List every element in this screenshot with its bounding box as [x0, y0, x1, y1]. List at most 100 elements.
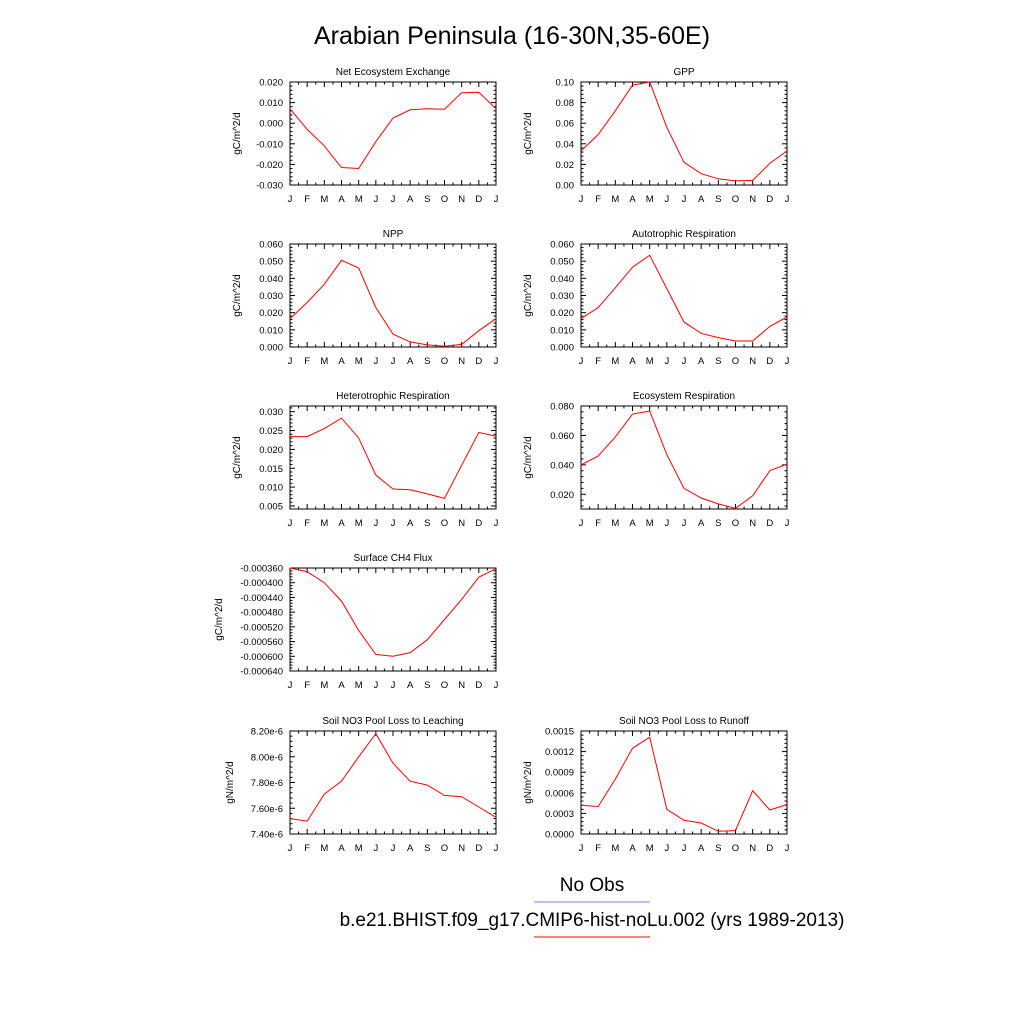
y-tick-label: 0.050 [550, 257, 574, 268]
y-tick-label: 0.030 [259, 291, 283, 302]
series-line [289, 259, 497, 347]
x-tick-label: A [338, 680, 345, 691]
x-tick-label: O [441, 680, 448, 691]
x-tick-label: D [475, 194, 482, 205]
x-tick-label: A [629, 356, 636, 367]
x-tick-label: A [698, 194, 705, 205]
x-tick-label: S [715, 518, 721, 529]
x-tick-label: S [424, 194, 430, 205]
x-tick-label: F [595, 194, 601, 205]
x-tick-label: J [664, 194, 669, 205]
series-line [290, 417, 497, 499]
x-tick-label: M [646, 518, 654, 529]
x-tick-label: M [611, 518, 619, 529]
x-tick-label: O [441, 518, 448, 529]
panel-title: Soil NO3 Pool Loss to Leaching [322, 716, 463, 727]
x-tick-label: A [407, 518, 414, 529]
x-tick-label: F [304, 356, 310, 367]
x-tick-label: A [407, 356, 414, 367]
series-line [580, 410, 788, 509]
y-tick-label: 0.020 [550, 490, 574, 501]
x-tick-label: A [629, 843, 636, 854]
y-tick-label: 0.020 [259, 78, 283, 89]
y-tick-label: 8.00e-6 [251, 752, 283, 763]
panel-title: Autotrophic Respiration [632, 229, 736, 240]
x-tick-label: J [373, 843, 378, 854]
x-tick-label: J [391, 356, 396, 367]
x-tick-label: N [458, 518, 465, 529]
x-tick-label: F [304, 680, 310, 691]
series-line [580, 254, 788, 342]
y-axis-label: gC/m^2/d [232, 274, 243, 317]
plot-frame [289, 81, 497, 186]
x-tick-label: F [304, 194, 310, 205]
x-tick-label: J [391, 518, 396, 529]
y-axis-label: gN/m^2/d [225, 761, 236, 804]
x-tick-label: D [475, 356, 482, 367]
x-tick-label: J [391, 194, 396, 205]
x-tick-label: N [458, 843, 465, 854]
x-tick-label: F [304, 843, 310, 854]
series-line [580, 81, 788, 182]
series-line [289, 91, 497, 170]
plot-frame [289, 730, 497, 835]
y-tick-label: 7.40e-6 [251, 830, 283, 841]
x-tick-label: M [646, 356, 654, 367]
x-tick-label: J [288, 194, 293, 205]
y-tick-label: 0.010 [259, 483, 283, 494]
x-tick-label: J [494, 680, 499, 691]
y-tick-label: 0.010 [259, 98, 283, 109]
x-tick-label: J [373, 680, 378, 691]
x-tick-label: O [441, 194, 448, 205]
x-tick-label: S [424, 518, 430, 529]
y-tick-label: -0.010 [256, 139, 283, 150]
x-tick-label: M [611, 356, 619, 367]
x-tick-label: J [494, 194, 499, 205]
x-tick-label: D [766, 843, 773, 854]
y-tick-label: -0.000400 [240, 578, 283, 589]
x-tick-label: J [682, 518, 687, 529]
x-tick-label: J [288, 843, 293, 854]
x-tick-label: O [441, 843, 448, 854]
y-tick-label: 8.20e-6 [251, 727, 283, 738]
x-tick-label: M [355, 194, 363, 205]
x-tick-label: S [715, 194, 721, 205]
x-tick-label: D [475, 518, 482, 529]
x-tick-label: A [338, 356, 345, 367]
x-tick-label: J [373, 194, 378, 205]
y-tick-label: 0.030 [550, 291, 574, 302]
x-tick-label: S [424, 356, 430, 367]
x-tick-label: M [320, 680, 328, 691]
y-tick-label: 0.010 [550, 325, 574, 336]
x-tick-label: N [749, 518, 756, 529]
y-tick-label: 0.10 [556, 78, 575, 89]
x-tick-label: M [320, 194, 328, 205]
y-tick-label: 0.040 [550, 460, 574, 471]
x-tick-label: J [391, 843, 396, 854]
y-axis-label: gC/m^2/d [232, 112, 243, 155]
x-tick-label: A [629, 518, 636, 529]
x-tick-label: J [494, 518, 499, 529]
y-tick-label: 0.02 [556, 160, 575, 171]
y-tick-label: 0.0012 [545, 747, 574, 758]
series-line [289, 567, 497, 657]
y-tick-label: -0.030 [256, 181, 283, 192]
panel-title: GPP [673, 67, 694, 78]
x-tick-label: J [785, 843, 790, 854]
x-tick-label: S [715, 356, 721, 367]
x-tick-label: D [766, 518, 773, 529]
x-tick-label: N [458, 194, 465, 205]
y-axis-label: gC/m^2/d [523, 436, 534, 479]
x-tick-label: A [407, 194, 414, 205]
x-tick-label: F [595, 518, 601, 529]
x-tick-label: F [304, 518, 310, 529]
y-tick-label: 0.040 [550, 274, 574, 285]
y-tick-label: -0.000600 [240, 652, 283, 663]
y-tick-label: 0.020 [259, 445, 283, 456]
y-tick-label: 0.0015 [545, 727, 574, 738]
